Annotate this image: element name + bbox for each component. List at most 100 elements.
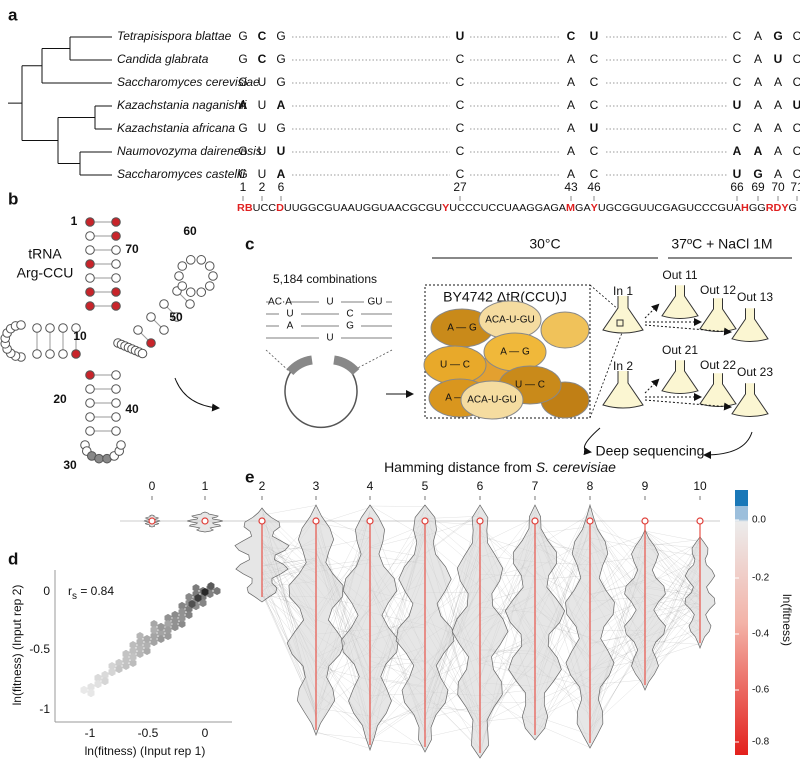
residue: G xyxy=(238,52,247,66)
nucleotide xyxy=(174,271,184,281)
hexbin xyxy=(185,611,193,619)
y-tick-label: 0 xyxy=(43,584,50,598)
wt-point xyxy=(641,517,649,525)
cell-label: U — C xyxy=(440,360,470,371)
line xyxy=(315,733,371,740)
residue: A xyxy=(774,144,782,158)
stat: rs = 0.84 xyxy=(68,584,114,601)
library-text: A xyxy=(287,321,294,332)
hexbin xyxy=(129,647,137,655)
line xyxy=(369,739,426,747)
position-number: 1 xyxy=(240,180,247,194)
wt-point xyxy=(586,517,594,525)
panel-label: d xyxy=(8,549,18,568)
title-species: S. cerevisiae xyxy=(536,459,616,475)
flask xyxy=(699,373,737,407)
residue: A xyxy=(567,52,575,66)
sequence: RBUCC DUUGGCGUAAUGGUAACGCGU YUCCCUCCUAAGGA… xyxy=(237,203,797,214)
flask-label: Out 23 xyxy=(737,365,773,379)
residue: C xyxy=(733,52,742,66)
line xyxy=(261,505,317,516)
residue: C xyxy=(733,29,742,43)
residue: A xyxy=(774,167,782,181)
position-number: 46 xyxy=(587,180,601,194)
sequence-segment: RB xyxy=(237,203,253,214)
line xyxy=(424,724,481,738)
hexbin xyxy=(171,623,179,631)
panel-label: b xyxy=(8,189,18,208)
residue: C xyxy=(456,167,465,181)
position-number: 43 xyxy=(564,180,578,194)
position-number: 70 xyxy=(771,180,785,194)
hexbin xyxy=(157,623,165,631)
y-axis-label: ln(fitness) (Input rep 2) xyxy=(10,585,24,706)
line xyxy=(644,532,701,600)
yeast-cell xyxy=(460,380,524,420)
x-tick-label: 5 xyxy=(422,479,429,493)
residue: A xyxy=(733,144,742,158)
x-tick-label: 3 xyxy=(313,479,320,493)
position-number: 2 xyxy=(259,180,266,194)
hexbin xyxy=(157,629,165,637)
position-number: 27 xyxy=(453,180,467,194)
flask xyxy=(602,371,644,409)
line xyxy=(589,321,627,419)
trna-number: 1 xyxy=(71,214,78,228)
position-number: 69 xyxy=(751,180,765,194)
nucleotide xyxy=(116,440,126,450)
species-name: Tetrapisispora blattae xyxy=(117,29,232,43)
residue: C xyxy=(590,52,599,66)
colorbar-label: ln(fitness) xyxy=(780,594,794,646)
flask-label: Out 22 xyxy=(700,358,736,372)
residue: U xyxy=(258,167,267,181)
hexbin xyxy=(164,632,172,640)
sequence-segment: GG xyxy=(749,203,766,214)
hexbin xyxy=(94,680,102,688)
residue: G xyxy=(238,29,247,43)
residue: U xyxy=(774,52,783,66)
x-tick-label: -1 xyxy=(85,726,96,740)
sequence-segment: GA xyxy=(575,203,591,214)
residue: C xyxy=(590,144,599,158)
transfer-arrow xyxy=(644,378,660,394)
sequence-segment: UCC xyxy=(253,203,276,214)
flask-label: Out 12 xyxy=(700,283,736,297)
residue: G xyxy=(276,52,285,66)
arrow xyxy=(703,431,753,459)
nucleotide xyxy=(111,384,121,394)
residue: C xyxy=(258,52,267,66)
combinations: 5,184 combinations xyxy=(273,272,377,286)
residue: A xyxy=(754,144,763,158)
residue: A xyxy=(567,167,575,181)
nucleotide xyxy=(196,287,207,297)
flask-label: Out 21 xyxy=(662,343,698,357)
bg xyxy=(339,309,361,319)
library-text: GU xyxy=(368,297,383,308)
residue: G xyxy=(276,29,285,43)
hexbin xyxy=(108,668,116,676)
wt-point xyxy=(148,517,156,525)
residue: C xyxy=(793,167,800,181)
residue: C xyxy=(456,144,465,158)
hexbin xyxy=(150,626,158,634)
nucleotide xyxy=(85,231,95,241)
trna-number: 20 xyxy=(53,392,67,406)
colorbar-tick: -0.8 xyxy=(752,737,770,748)
bg xyxy=(269,297,291,307)
residue: G xyxy=(753,167,762,181)
y-tick-label: -0.5 xyxy=(29,642,50,656)
hexbin xyxy=(213,587,221,595)
panel-label: c xyxy=(245,234,254,253)
residue: G xyxy=(276,75,285,89)
nucleotide xyxy=(111,245,121,255)
residue: A xyxy=(567,98,575,112)
nucleotide xyxy=(71,323,81,333)
nucleotide xyxy=(111,217,121,227)
wt-point xyxy=(201,517,209,525)
residue: A xyxy=(774,121,782,135)
trna-number: 30 xyxy=(63,458,77,472)
hexbin xyxy=(164,614,172,622)
residue: C xyxy=(733,75,742,89)
residue: C xyxy=(456,75,465,89)
